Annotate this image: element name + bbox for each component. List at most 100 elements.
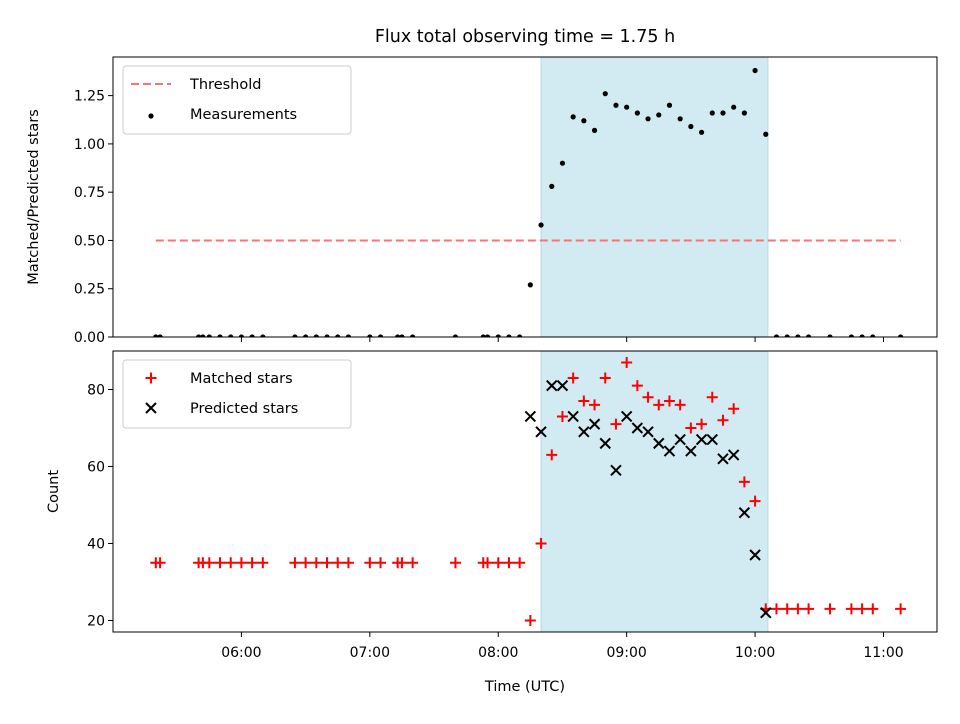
measurement-point bbox=[527, 282, 533, 288]
measurement-point bbox=[602, 91, 608, 97]
axes-frame bbox=[112, 56, 938, 338]
matched-star-point bbox=[845, 603, 857, 615]
matched-star-point bbox=[867, 603, 879, 615]
matched-star-point bbox=[781, 603, 793, 615]
matched-star-point bbox=[514, 557, 526, 569]
matched-star-point bbox=[663, 395, 675, 407]
x-tick-label: 08:00 bbox=[478, 645, 518, 661]
measurement-point bbox=[452, 334, 459, 337]
matched-star-point bbox=[642, 391, 654, 403]
matched-star-point bbox=[610, 418, 622, 430]
y-tick-label: 60 bbox=[87, 459, 105, 475]
top-panel: 0.00 0.25 0.50 0.75 1.00 1.25 Matched/Predicte… bbox=[26, 56, 938, 346]
predicted-star-point bbox=[727, 449, 740, 461]
matched-star-point bbox=[482, 557, 494, 569]
matched-star-point bbox=[895, 603, 907, 615]
legend-label: Predicted stars bbox=[190, 401, 298, 417]
measurement-point bbox=[345, 334, 352, 337]
predicted-star-point bbox=[578, 426, 590, 438]
matched-star-point bbox=[214, 557, 226, 569]
y-tick-label: 1.00 bbox=[74, 137, 105, 153]
legend-matched-swatch bbox=[145, 372, 157, 384]
matched-star-point bbox=[653, 399, 665, 411]
matched-star-point bbox=[342, 557, 354, 569]
measurement-point bbox=[645, 116, 651, 122]
measurement-point bbox=[559, 160, 566, 166]
measurement-point bbox=[859, 334, 865, 337]
matched-star-point bbox=[567, 372, 579, 384]
predicted-star-point bbox=[749, 549, 761, 561]
x-tick-label: 10:00 bbox=[735, 645, 775, 661]
legend-label: Measurements bbox=[190, 107, 297, 123]
matched-star-point bbox=[396, 557, 408, 569]
matched-star-point bbox=[599, 372, 611, 384]
predicted-star-point bbox=[524, 410, 537, 423]
matched-star-point bbox=[332, 557, 344, 569]
measurement-point bbox=[591, 127, 598, 133]
y-tick-label: 0.00 bbox=[74, 330, 105, 346]
legend: Matched stars Predicted stars bbox=[122, 359, 352, 429]
predicted-star-point bbox=[642, 426, 654, 438]
measurement-point bbox=[741, 110, 747, 116]
matched-star-point bbox=[556, 410, 568, 422]
y-tick-label: 0.50 bbox=[74, 233, 105, 249]
observing-window-shade bbox=[540, 350, 769, 633]
measurement-point bbox=[377, 334, 384, 337]
predicted-star-point bbox=[653, 437, 665, 450]
matched-star-point bbox=[792, 603, 804, 615]
matched-star-point bbox=[803, 603, 815, 615]
x-axis-label: Time (UTC) bbox=[484, 679, 565, 695]
predicted-star-point bbox=[738, 506, 751, 519]
predicted-star-point bbox=[620, 410, 633, 423]
measurement-point bbox=[570, 114, 576, 120]
measurement-point bbox=[773, 334, 780, 337]
predicted-star-point bbox=[610, 464, 622, 477]
measurement-point bbox=[249, 334, 255, 337]
measurement-point bbox=[581, 118, 587, 124]
predicted-star-point bbox=[717, 453, 729, 465]
legend-label: Matched stars bbox=[190, 371, 293, 387]
legend-predicted-swatch bbox=[145, 402, 157, 414]
matched-star-point bbox=[685, 422, 697, 434]
bottom-panel: 20 40 60 80 06:00 07:00 08:00 09:00 10:00 11:00 Co… bbox=[46, 350, 938, 661]
measurement-point bbox=[506, 334, 512, 337]
figure-title: Flux total observing time = 1.75 h bbox=[375, 27, 675, 47]
measurement-point bbox=[324, 334, 330, 337]
matched-star-point bbox=[407, 557, 419, 569]
measurement-point bbox=[752, 67, 758, 74]
matched-star-point bbox=[824, 603, 836, 615]
measurement-point bbox=[313, 334, 319, 337]
matched-star-point bbox=[674, 399, 686, 411]
matched-star-point bbox=[696, 418, 708, 430]
x-tick-label: 11:00 bbox=[863, 645, 903, 661]
measurement-point bbox=[303, 334, 309, 337]
matched-star-point bbox=[546, 449, 558, 461]
measurement-point bbox=[538, 222, 544, 228]
matched-star-point bbox=[225, 557, 237, 569]
matched-star-point bbox=[364, 557, 376, 569]
predicted-star-point bbox=[760, 607, 772, 619]
matched-star-point bbox=[257, 557, 269, 569]
matched-star-point bbox=[235, 557, 247, 569]
matched-star-point bbox=[203, 557, 215, 569]
measurement-point bbox=[484, 334, 491, 337]
measurement-point bbox=[206, 334, 212, 337]
predicted-star-point bbox=[706, 433, 718, 446]
x-tick-label: 07:00 bbox=[350, 645, 390, 661]
legend-box bbox=[122, 65, 352, 135]
y-tick-label: 40 bbox=[87, 536, 105, 552]
matched-star-point bbox=[310, 557, 322, 569]
y-tick-label: 0.75 bbox=[74, 185, 105, 201]
y-tick-label: 80 bbox=[87, 382, 105, 398]
measurement-point bbox=[395, 334, 401, 337]
matched-star-point bbox=[706, 391, 718, 403]
y-tick-label: 20 bbox=[87, 613, 105, 629]
x-tick-label: 09:00 bbox=[606, 645, 646, 661]
matched-star-point bbox=[728, 403, 740, 415]
predicted-star-point bbox=[588, 418, 601, 430]
matched-star-point bbox=[717, 414, 729, 426]
measurement-point bbox=[260, 334, 266, 337]
measurement-point bbox=[292, 334, 298, 337]
matched-star-point bbox=[449, 557, 461, 569]
